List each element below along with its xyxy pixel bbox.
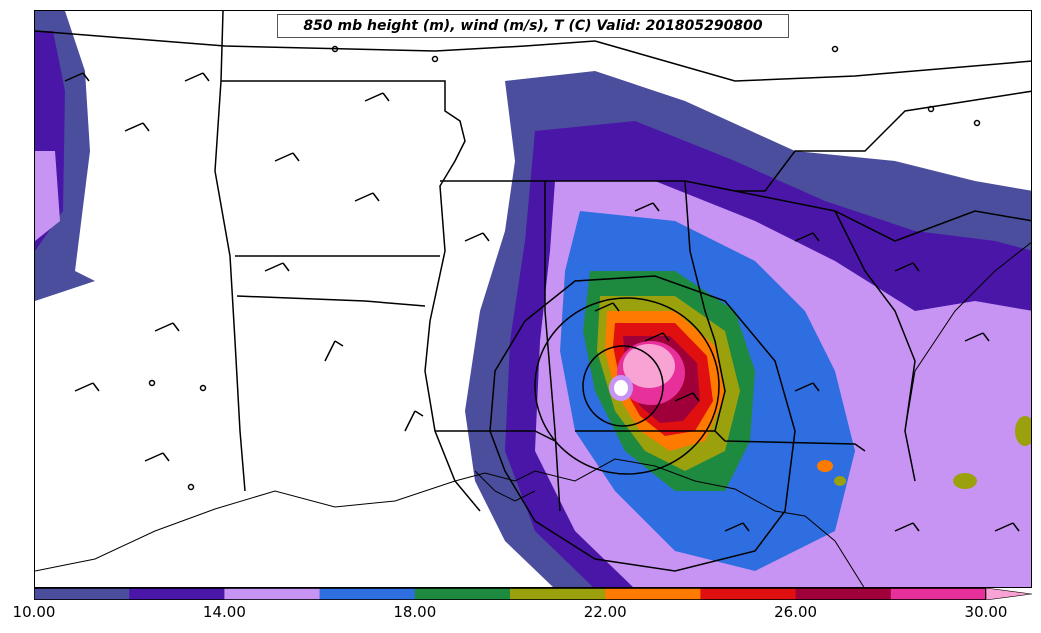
colorbar-tick-label: 22.00 [583, 603, 627, 621]
colorbar-segment [224, 588, 321, 600]
calm-markers [148, 45, 981, 491]
colorbar-segment [414, 588, 511, 600]
height-contours [489, 275, 796, 572]
colorbar-segment [700, 588, 797, 600]
wind-barbs [64, 72, 1020, 532]
colorbar-tick-label: 10.00 [12, 603, 56, 621]
colorbar-segment [510, 588, 606, 600]
colorbar-segment [34, 588, 130, 600]
colorbar-tick-label: 30.00 [964, 603, 1008, 621]
map-panel [34, 10, 1032, 588]
weather-map [35, 11, 1031, 587]
colorbar-segment [605, 588, 701, 600]
map-title: 850 mb height (m), wind (m/s), T (C) Val… [277, 14, 789, 38]
coastline [35, 241, 1031, 587]
colorbar-segment [129, 588, 225, 600]
colorbar-tick-label: 26.00 [774, 603, 818, 621]
wind-speed-shading [35, 11, 1031, 587]
colorbar-segment [795, 588, 892, 600]
colorbar-extend-arrow [985, 588, 1032, 600]
colorbar-tick-label: 18.00 [393, 603, 437, 621]
colorbar-tick-label: 14.00 [202, 603, 246, 621]
colorbar-segment [890, 588, 987, 600]
state-boundaries [35, 11, 1031, 512]
colorbar-border [34, 588, 986, 600]
colorbar-segment [319, 588, 416, 600]
colorbar [34, 588, 1032, 600]
